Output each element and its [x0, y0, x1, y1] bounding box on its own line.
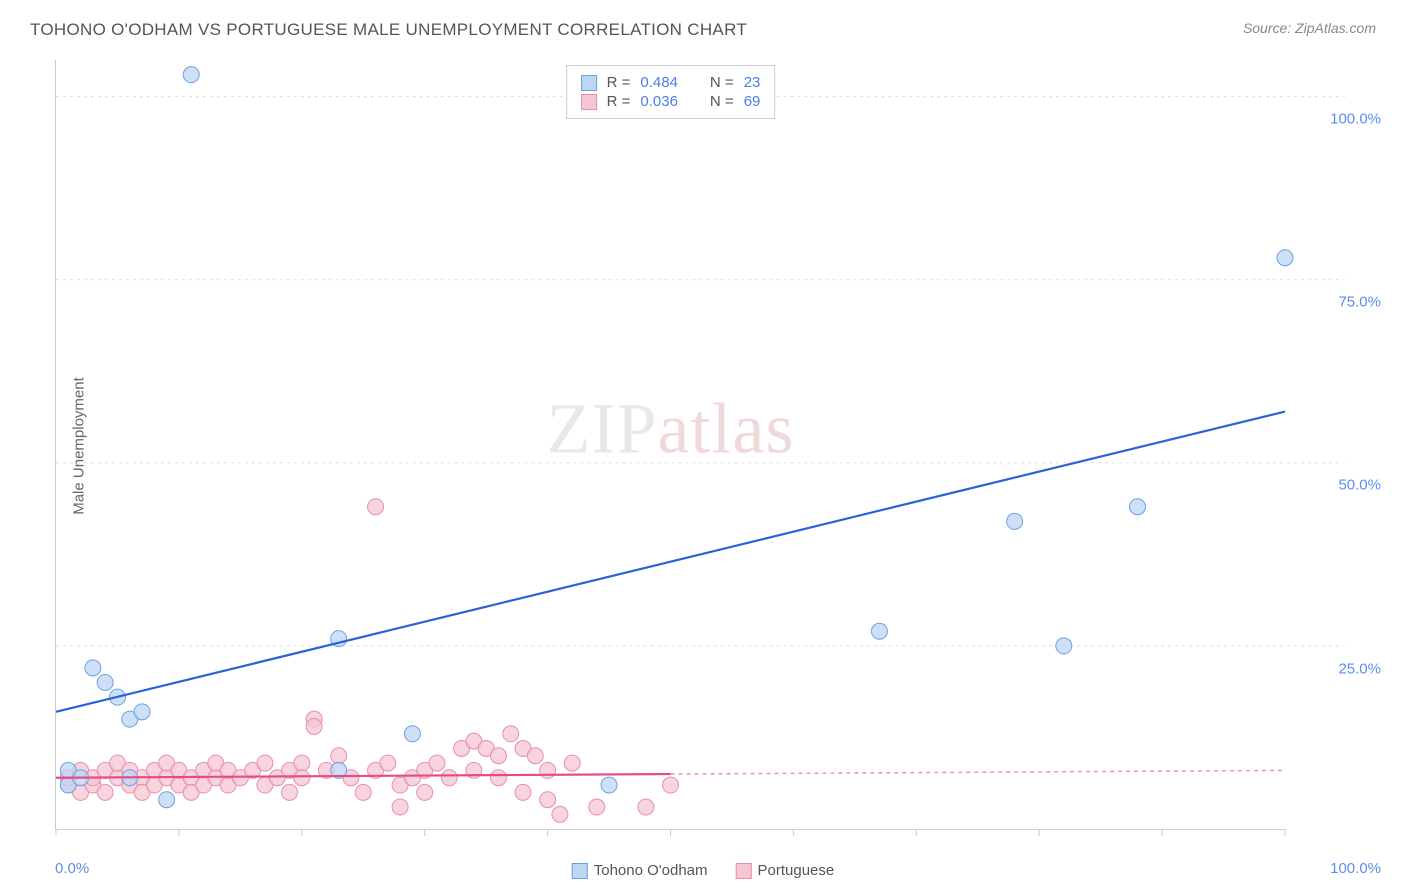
stats-row-series1: R = 0.484 N = 23: [581, 74, 761, 91]
stats-r-label-2: R =: [607, 93, 631, 110]
stats-legend-box: R = 0.484 N = 23 R = 0.036 N = 69: [566, 65, 776, 119]
stats-r-value-2: 0.036: [640, 93, 678, 110]
source-attribution: Source: ZipAtlas.com: [1243, 20, 1376, 36]
stats-r-value-1: 0.484: [640, 74, 678, 91]
legend-swatch-1: [572, 863, 588, 879]
plot-area: ZIPatlas R = 0.484 N = 23 R = 0.036 N = …: [55, 60, 1285, 830]
y-tick-label: 50.0%: [1338, 477, 1381, 494]
legend-swatch-2: [736, 863, 752, 879]
stats-swatch-1: [581, 75, 597, 91]
stats-n-value-1: 23: [744, 74, 761, 91]
stats-row-series2: R = 0.036 N = 69: [581, 93, 761, 110]
y-tick-label: 25.0%: [1338, 660, 1381, 677]
stats-n-label-2: N =: [710, 93, 734, 110]
legend-item-2: Portuguese: [736, 862, 835, 879]
x-axis-label-max: 100.0%: [1330, 860, 1381, 877]
y-tick-label: 100.0%: [1330, 110, 1381, 127]
stats-r-label-1: R =: [607, 74, 631, 91]
legend-label-2: Portuguese: [758, 862, 835, 879]
legend-item-1: Tohono O'odham: [572, 862, 708, 879]
legend-label-1: Tohono O'odham: [594, 862, 708, 879]
stats-n-label-1: N =: [710, 74, 734, 91]
x-axis-label-min: 0.0%: [55, 860, 89, 877]
y-tick-label: 75.0%: [1338, 294, 1381, 311]
stats-n-value-2: 69: [744, 93, 761, 110]
chart-title: TOHONO O'ODHAM VS PORTUGUESE MALE UNEMPL…: [30, 20, 747, 40]
bottom-legend: Tohono O'odham Portuguese: [572, 862, 835, 879]
plot-svg: [56, 60, 1285, 829]
stats-swatch-2: [581, 94, 597, 110]
